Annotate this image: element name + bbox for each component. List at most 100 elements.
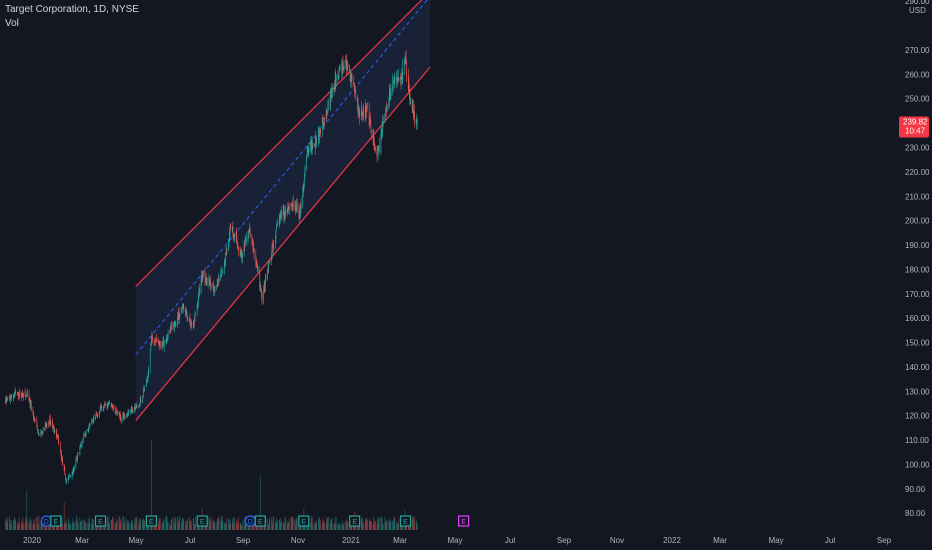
volume-bar <box>368 520 370 530</box>
candle-body <box>366 109 367 113</box>
volume-bar <box>158 517 160 530</box>
volume-bar <box>123 524 125 530</box>
channel-midline[interactable] <box>135 0 430 356</box>
volume-bar <box>166 516 168 530</box>
candle-body <box>406 66 407 77</box>
candle-body <box>140 399 142 402</box>
candle-body <box>130 409 132 411</box>
time-axis[interactable]: 2020 Mar May Jul Sep Nov 2021 Mar May Jul Sep Nov 20… <box>23 536 892 545</box>
dividend-marker[interactable]: D <box>40 515 52 527</box>
candle-body <box>281 212 282 217</box>
earnings-marker[interactable]: E <box>94 515 107 527</box>
volume-bar <box>9 516 10 530</box>
event-marker-label: E <box>302 519 307 526</box>
volume-bar <box>26 490 28 530</box>
candle-body <box>311 141 313 150</box>
volume-bar <box>277 521 278 530</box>
volume-bar <box>294 518 296 530</box>
volume-bar <box>115 523 116 530</box>
volume-bar <box>80 521 82 530</box>
price-tick-label: 80.00 <box>905 509 926 518</box>
candle-body <box>263 285 265 290</box>
volume-bar <box>386 519 388 530</box>
symbol-title[interactable]: Target Corporation, 1D, NYSE <box>5 4 139 15</box>
volume-legend[interactable]: Vol <box>5 18 19 29</box>
volume-bar <box>389 518 391 530</box>
earnings-marker[interactable]: E <box>50 515 62 527</box>
candle-body <box>416 121 418 122</box>
volume-bar <box>10 519 11 530</box>
candle-body <box>124 414 125 418</box>
earnings-marker[interactable]: E <box>298 515 310 527</box>
candle-body <box>259 286 261 288</box>
candle-body <box>173 324 175 328</box>
candle-body <box>244 240 246 246</box>
volume-bar <box>79 517 81 530</box>
candle-body <box>88 427 90 430</box>
volume-bar <box>191 521 192 530</box>
candle-body <box>92 419 94 421</box>
volume-bar <box>167 521 168 530</box>
volume-bar <box>377 519 379 530</box>
volume-bar <box>16 521 18 530</box>
volume-bar <box>384 516 386 530</box>
volume-bar <box>76 517 78 530</box>
time-tick-label: May <box>447 536 462 545</box>
volume-bar <box>306 523 308 530</box>
earnings-marker[interactable]: E <box>145 515 157 527</box>
channel-upper-line[interactable] <box>135 0 430 287</box>
candle-body <box>89 423 91 427</box>
volume-bar <box>299 523 300 530</box>
candle-body <box>63 463 65 471</box>
candle-body <box>407 75 409 85</box>
volume-bar <box>56 524 57 530</box>
earnings-marker[interactable]: E <box>458 515 470 527</box>
volume-bar <box>34 522 35 530</box>
volume-bar <box>382 523 384 530</box>
candle-body <box>53 426 55 433</box>
candle-body <box>205 280 206 282</box>
volume-bar <box>275 518 277 530</box>
time-tick-label: Jul <box>185 536 195 545</box>
earnings-marker[interactable]: E <box>196 515 208 527</box>
volume-bar <box>224 523 225 530</box>
volume-bar <box>6 521 8 530</box>
dividend-marker[interactable]: D <box>244 515 256 527</box>
volume-bar <box>41 519 43 530</box>
candle-body <box>60 452 62 454</box>
currency-label: USD <box>909 6 926 15</box>
price-axis[interactable]: 290.00270.00260.00250.00240.00230.00220.… <box>898 0 932 532</box>
volume-bar <box>104 524 105 530</box>
volume-bar <box>214 522 216 530</box>
volume-bar <box>288 522 290 530</box>
candle-body <box>292 201 294 208</box>
volume-bar <box>173 520 175 530</box>
earnings-marker-box <box>458 515 470 527</box>
volume-bar <box>119 516 120 530</box>
volume-bar <box>95 524 96 530</box>
volume-bar <box>142 518 144 530</box>
candle-body <box>171 326 172 328</box>
earnings-marker[interactable]: E <box>254 515 266 527</box>
volume-bar <box>337 523 339 530</box>
volume-bar <box>224 522 226 530</box>
last-price-badge <box>899 116 929 138</box>
candle-body <box>385 105 387 112</box>
earnings-marker[interactable]: E <box>349 515 361 527</box>
candle-body <box>21 393 23 397</box>
earnings-marker[interactable]: E <box>399 515 412 527</box>
candle-body <box>382 120 383 132</box>
volume-bar <box>220 516 222 530</box>
volume-bar <box>213 520 214 530</box>
candle-body <box>361 106 362 115</box>
price-tick-label: 170.00 <box>905 290 930 299</box>
candle-body <box>389 90 391 97</box>
candle-body <box>87 430 89 431</box>
volume-bar <box>84 521 86 530</box>
candle-body <box>264 287 266 289</box>
candle-body <box>318 133 320 137</box>
volume-bar <box>269 519 271 530</box>
channel-lower-line[interactable] <box>135 66 431 421</box>
